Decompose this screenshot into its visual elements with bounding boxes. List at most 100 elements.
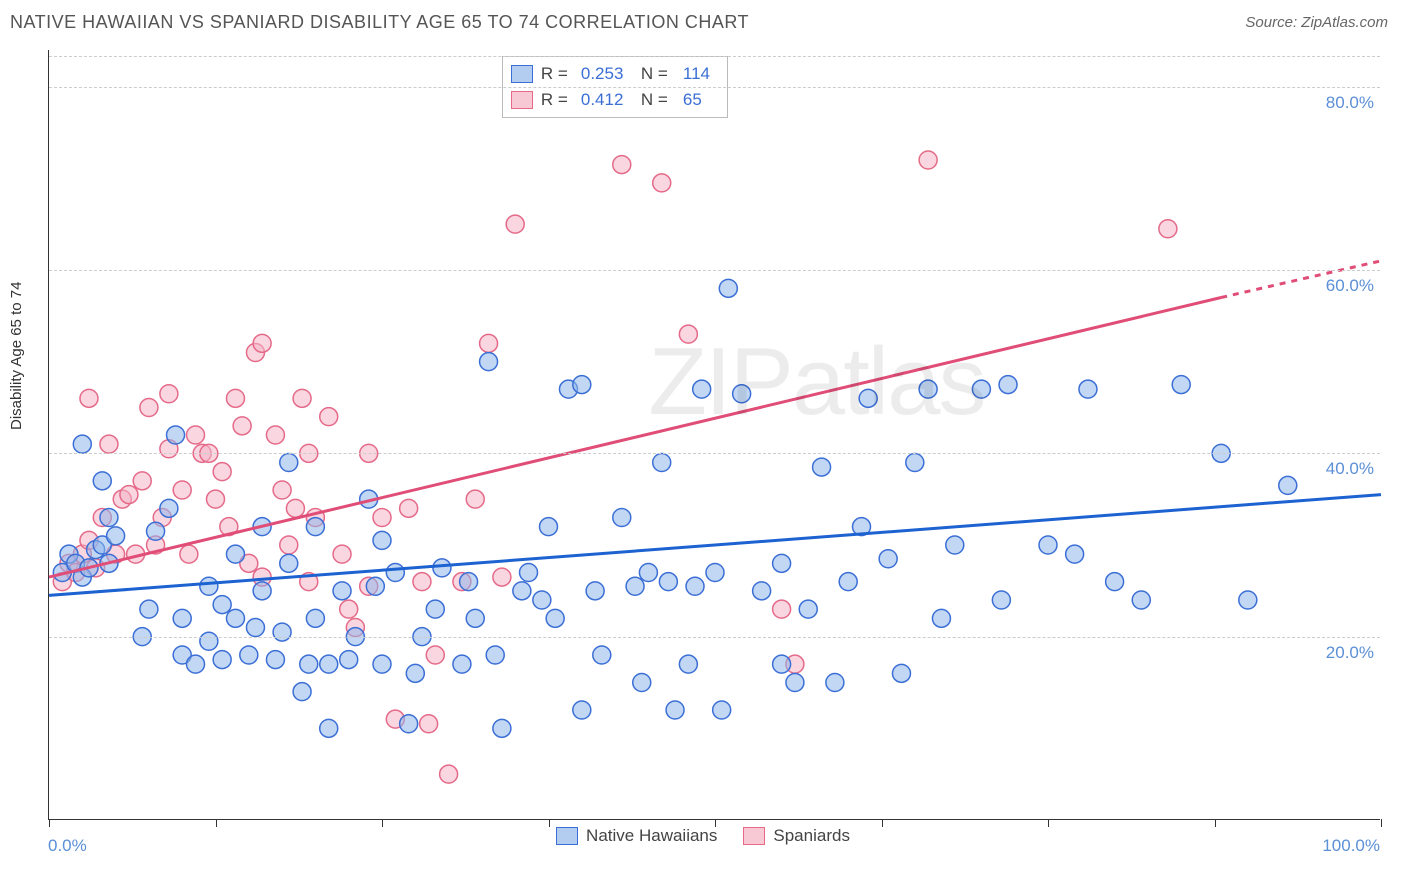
y-tick-label: 40.0% <box>1314 459 1374 479</box>
n-label: N = <box>641 64 675 84</box>
grid-line <box>49 637 1380 638</box>
y-tick-label: 20.0% <box>1314 643 1374 663</box>
data-point <box>320 408 338 426</box>
data-point <box>406 664 424 682</box>
r-label: R = <box>541 64 573 84</box>
stats-legend-row: R = 0.412 N = 65 <box>511 87 717 113</box>
data-point <box>773 554 791 572</box>
data-point <box>93 472 111 490</box>
data-point <box>187 655 205 673</box>
data-point <box>80 389 98 407</box>
source-attribution: Source: ZipAtlas.com <box>1245 14 1388 31</box>
data-point <box>1172 376 1190 394</box>
data-point <box>859 389 877 407</box>
y-tick-label: 80.0% <box>1314 93 1374 113</box>
data-point <box>107 527 125 545</box>
data-point <box>892 664 910 682</box>
data-point <box>679 655 697 673</box>
data-point <box>133 472 151 490</box>
data-point <box>420 715 438 733</box>
data-point <box>813 458 831 476</box>
r-value: 0.253 <box>581 64 633 84</box>
data-point <box>573 376 591 394</box>
y-tick-label: 60.0% <box>1314 276 1374 296</box>
data-point <box>520 564 538 582</box>
data-point <box>433 559 451 577</box>
data-point <box>226 389 244 407</box>
data-point <box>1039 536 1057 554</box>
data-point <box>140 399 158 417</box>
data-point <box>540 518 558 536</box>
data-point <box>293 389 311 407</box>
data-point <box>386 564 404 582</box>
n-value: 65 <box>683 90 717 110</box>
data-point <box>593 646 611 664</box>
data-point <box>1079 380 1097 398</box>
data-point <box>213 651 231 669</box>
r-value: 0.412 <box>581 90 633 110</box>
legend-swatch <box>511 65 533 83</box>
n-label: N = <box>641 90 675 110</box>
data-point <box>1132 591 1150 609</box>
data-point <box>626 577 644 595</box>
data-point <box>280 536 298 554</box>
data-point <box>753 582 771 600</box>
data-point <box>426 600 444 618</box>
data-point <box>826 674 844 692</box>
legend-swatch <box>556 827 578 845</box>
data-point <box>173 481 191 499</box>
trend-line <box>49 298 1221 578</box>
data-point <box>613 156 631 174</box>
r-label: R = <box>541 90 573 110</box>
data-point <box>147 522 165 540</box>
data-point <box>1066 545 1084 563</box>
data-point <box>320 655 338 673</box>
data-point <box>293 683 311 701</box>
data-point <box>213 463 231 481</box>
scatter-svg <box>49 50 1380 819</box>
data-point <box>300 655 318 673</box>
data-point <box>167 426 185 444</box>
data-point <box>706 564 724 582</box>
data-point <box>100 435 118 453</box>
data-point <box>639 564 657 582</box>
data-point <box>140 600 158 618</box>
data-point <box>493 719 511 737</box>
data-point <box>160 499 178 517</box>
data-point <box>246 619 264 637</box>
data-point <box>999 376 1017 394</box>
data-point <box>773 600 791 618</box>
data-point <box>120 486 138 504</box>
data-point <box>613 509 631 527</box>
data-point <box>413 573 431 591</box>
legend-label: Native Hawaiians <box>586 826 717 846</box>
data-point <box>460 573 478 591</box>
data-point <box>573 701 591 719</box>
data-point <box>919 151 937 169</box>
data-point <box>733 385 751 403</box>
data-point <box>666 701 684 719</box>
legend-swatch <box>743 827 765 845</box>
data-point <box>773 655 791 673</box>
data-point <box>480 334 498 352</box>
data-point <box>906 454 924 472</box>
data-point <box>273 481 291 499</box>
data-point <box>679 325 697 343</box>
data-point <box>466 609 484 627</box>
data-point <box>1279 476 1297 494</box>
grid-line <box>49 87 1380 88</box>
grid-line <box>49 453 1380 454</box>
data-point <box>992 591 1010 609</box>
data-point <box>493 568 511 586</box>
data-point <box>400 715 418 733</box>
stats-legend-row: R =0.253N =114 <box>511 61 717 87</box>
data-point <box>266 426 284 444</box>
data-point <box>340 651 358 669</box>
data-point <box>320 719 338 737</box>
data-point <box>73 435 91 453</box>
data-point <box>1159 220 1177 238</box>
data-point <box>453 655 471 673</box>
data-point <box>233 417 251 435</box>
data-point <box>333 582 351 600</box>
legend-entry: Native Hawaiians <box>556 826 717 846</box>
